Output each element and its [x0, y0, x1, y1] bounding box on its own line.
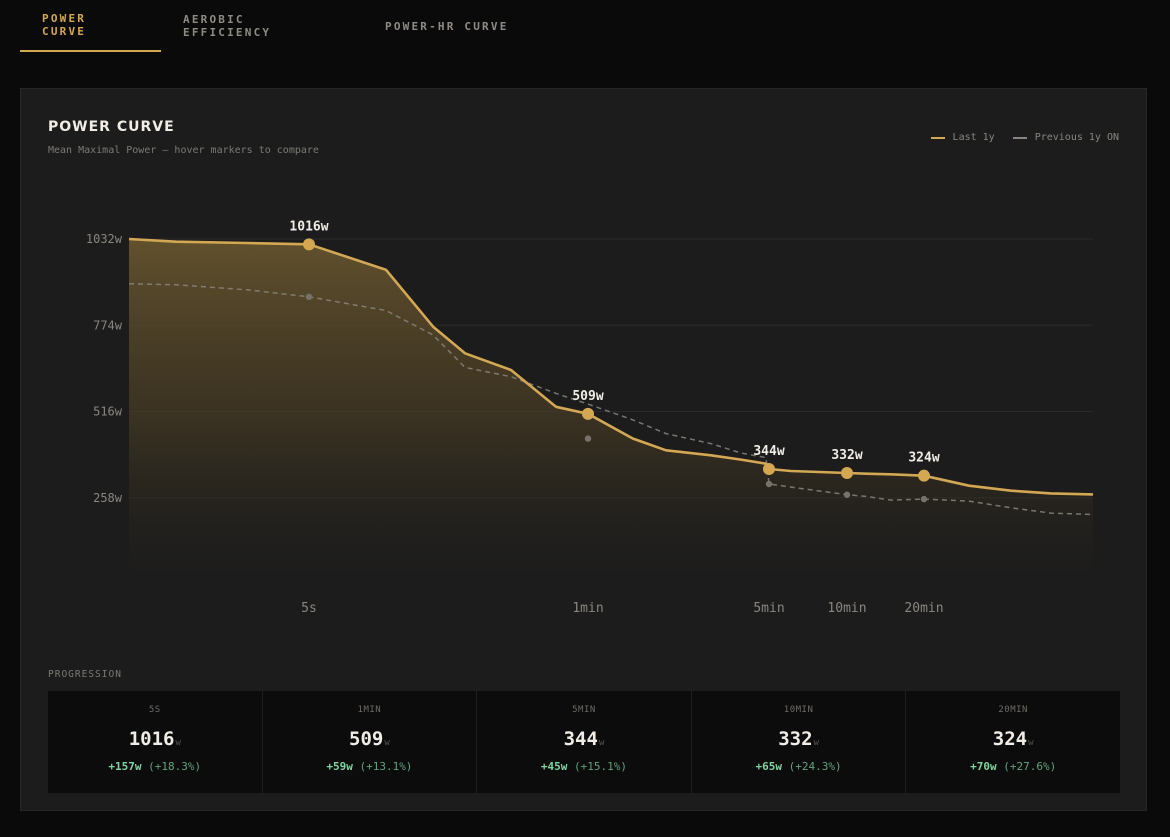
tab-aerobic-efficiency[interactable]: AEROBIC EFFICIENCY: [183, 13, 272, 39]
card-unit: w: [813, 738, 819, 748]
card-label: 5S: [148, 705, 161, 715]
card-label: 5MIN: [572, 705, 596, 715]
card-delta: +45w (+15.1%): [477, 760, 691, 773]
current-markers: 1016w 509w 344w 332w 324w: [289, 219, 940, 482]
previous-markers: [305, 293, 928, 503]
card-value-number: 1016: [128, 728, 175, 750]
progression-cards: 5S 1016w +157w (+18.3%) 1MIN 509w +59w (…: [48, 691, 1120, 793]
y-axis: 258w 516w 774w 1032w: [86, 232, 123, 505]
marker-value-label: 1016w: [289, 219, 328, 234]
card-delta-abs: +70w: [970, 760, 997, 773]
card-value-number: 332: [778, 728, 813, 750]
card-delta: +65w (+24.3%): [692, 760, 906, 773]
legend-swatch-current: [930, 136, 945, 139]
progression-card-5s: 5S 1016w +157w (+18.3%): [48, 691, 263, 793]
previous-marker-5s[interactable]: [305, 293, 313, 301]
card-value: 324w: [906, 728, 1120, 750]
previous-marker-10min[interactable]: [843, 491, 851, 498]
card-delta-pct: (+27.6%): [1003, 760, 1057, 773]
card-value-number: 344: [563, 728, 598, 750]
card-unit: w: [598, 738, 605, 748]
card-delta-pct: (+13.1%): [359, 760, 413, 773]
marker-1min[interactable]: [582, 407, 594, 420]
card-value-number: 509: [349, 728, 384, 750]
power-curve-panel: POWER CURVE Mean Maximal Power — hover m…: [20, 88, 1147, 811]
x-tick-label: 20min: [904, 601, 943, 616]
panel-title: POWER CURVE: [48, 119, 175, 135]
series-area-last-1y: [129, 239, 1093, 584]
card-delta-abs: +65w: [755, 760, 783, 773]
card-value: 332w: [692, 728, 906, 750]
card-unit: w: [384, 738, 390, 748]
y-tick-label: 774w: [93, 318, 123, 332]
card-value: 344w: [477, 728, 691, 750]
x-axis: 5s 1min 5min 10min 20min: [301, 601, 943, 616]
card-delta: +157w (+18.3%): [48, 760, 262, 773]
card-unit: w: [175, 738, 181, 748]
marker-20min[interactable]: [918, 469, 930, 482]
x-tick-label: 1min: [572, 601, 603, 616]
marker-value-label: 332w: [831, 448, 862, 463]
card-delta: +59w (+13.1%): [263, 760, 477, 773]
marker-5s[interactable]: [303, 238, 315, 251]
card-delta-pct: (+15.1%): [574, 760, 628, 773]
legend-label-previous: Previous 1y ON: [1034, 132, 1119, 143]
y-tick-label: 516w: [93, 405, 123, 419]
x-tick-label: 5min: [753, 601, 784, 616]
tab-power-hr-curve[interactable]: POWER-HR CURVE: [385, 19, 509, 33]
card-value-number: 324: [992, 728, 1028, 750]
progression-card-10min: 10MIN 332w +65w (+24.3%): [692, 691, 907, 793]
progression-label: PROGRESSION: [48, 669, 122, 680]
card-delta-abs: +59w: [326, 760, 353, 773]
card-delta: +70w (+27.6%): [906, 760, 1120, 773]
legend-label-current: Last 1y: [952, 132, 995, 143]
legend-toggle-previous[interactable]: Previous 1y ON: [1012, 132, 1119, 143]
tab-bar: POWER CURVE AEROBIC EFFICIENCY POWER-HR …: [20, 0, 531, 52]
card-delta-abs: +157w: [108, 760, 142, 773]
y-tick-label: 1032w: [86, 232, 123, 246]
card-delta-pct: (+24.3%): [788, 760, 842, 773]
card-delta-abs: +45w: [540, 760, 568, 773]
marker-value-label: 509w: [572, 389, 603, 404]
card-delta-pct: (+18.3%): [148, 760, 202, 773]
card-value: 509w: [263, 728, 477, 750]
card-label: 1MIN: [357, 705, 382, 715]
y-tick-label: 258w: [93, 491, 123, 505]
card-label: 20MIN: [998, 705, 1028, 715]
marker-10min[interactable]: [841, 467, 853, 480]
previous-marker-20min[interactable]: [920, 495, 928, 503]
legend-item-last-1y: Last 1y: [930, 132, 995, 143]
previous-marker-5min[interactable]: [765, 480, 773, 488]
chart-legend: Last 1y Previous 1y ON: [930, 132, 1119, 143]
progression-card-20min: 20MIN 324w +70w (+27.6%): [906, 691, 1120, 793]
marker-5min[interactable]: [763, 463, 775, 475]
card-value: 1016w: [48, 728, 262, 750]
marker-value-label: 344w: [753, 444, 784, 459]
marker-value-label: 324w: [908, 451, 939, 466]
previous-marker-1min[interactable]: [584, 435, 592, 442]
tab-power-curve[interactable]: POWER CURVE: [20, 0, 161, 52]
x-tick-label: 10min: [827, 601, 866, 616]
x-tick-label: 5s: [301, 601, 317, 616]
progression-card-5min: 5MIN 344w +45w (+15.1%): [477, 691, 692, 793]
card-label: 10MIN: [783, 705, 814, 715]
panel-subtitle: Mean Maximal Power — hover markers to co…: [48, 145, 319, 156]
progression-card-1min: 1MIN 509w +59w (+13.1%): [263, 691, 478, 793]
legend-swatch-previous: [1012, 136, 1027, 139]
card-unit: w: [1028, 738, 1034, 748]
